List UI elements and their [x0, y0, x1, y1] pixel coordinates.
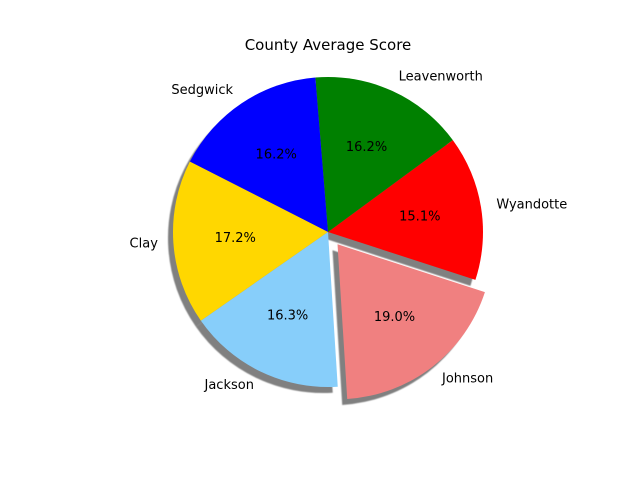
slice-label-wyandotte: Wyandotte	[496, 197, 567, 212]
slice-wyandotte	[328, 140, 483, 280]
slice-label-leavenworth: Leavenworth	[399, 69, 483, 84]
pct-label-clay: 17.2%	[215, 231, 256, 246]
pct-label-johnson: 19.0%	[374, 310, 415, 325]
slice-label-sedgwick: Sedgwick	[171, 83, 233, 98]
slice-jackson	[200, 232, 338, 387]
slice-label-jackson: Jackson	[204, 378, 254, 393]
pct-label-sedgwick: 16.2%	[256, 147, 297, 162]
slice-label-clay: Clay	[130, 236, 159, 251]
slice-label-johnson: Johnson	[441, 371, 493, 386]
slice-clay	[172, 161, 328, 321]
labels: Wyandotte 15.1% Leavenworth 16.2% Sedgwick 16…	[130, 69, 568, 393]
slice-sedgwick	[189, 77, 328, 232]
slice-leavenworth	[315, 77, 453, 232]
slices	[172, 77, 485, 399]
pct-label-jackson: 16.3%	[267, 308, 308, 323]
chart-title: County Average Score	[245, 36, 412, 54]
pct-label-leavenworth: 16.2%	[346, 140, 387, 155]
slice-johnson	[337, 244, 485, 399]
pct-label-wyandotte: 15.1%	[399, 210, 440, 225]
